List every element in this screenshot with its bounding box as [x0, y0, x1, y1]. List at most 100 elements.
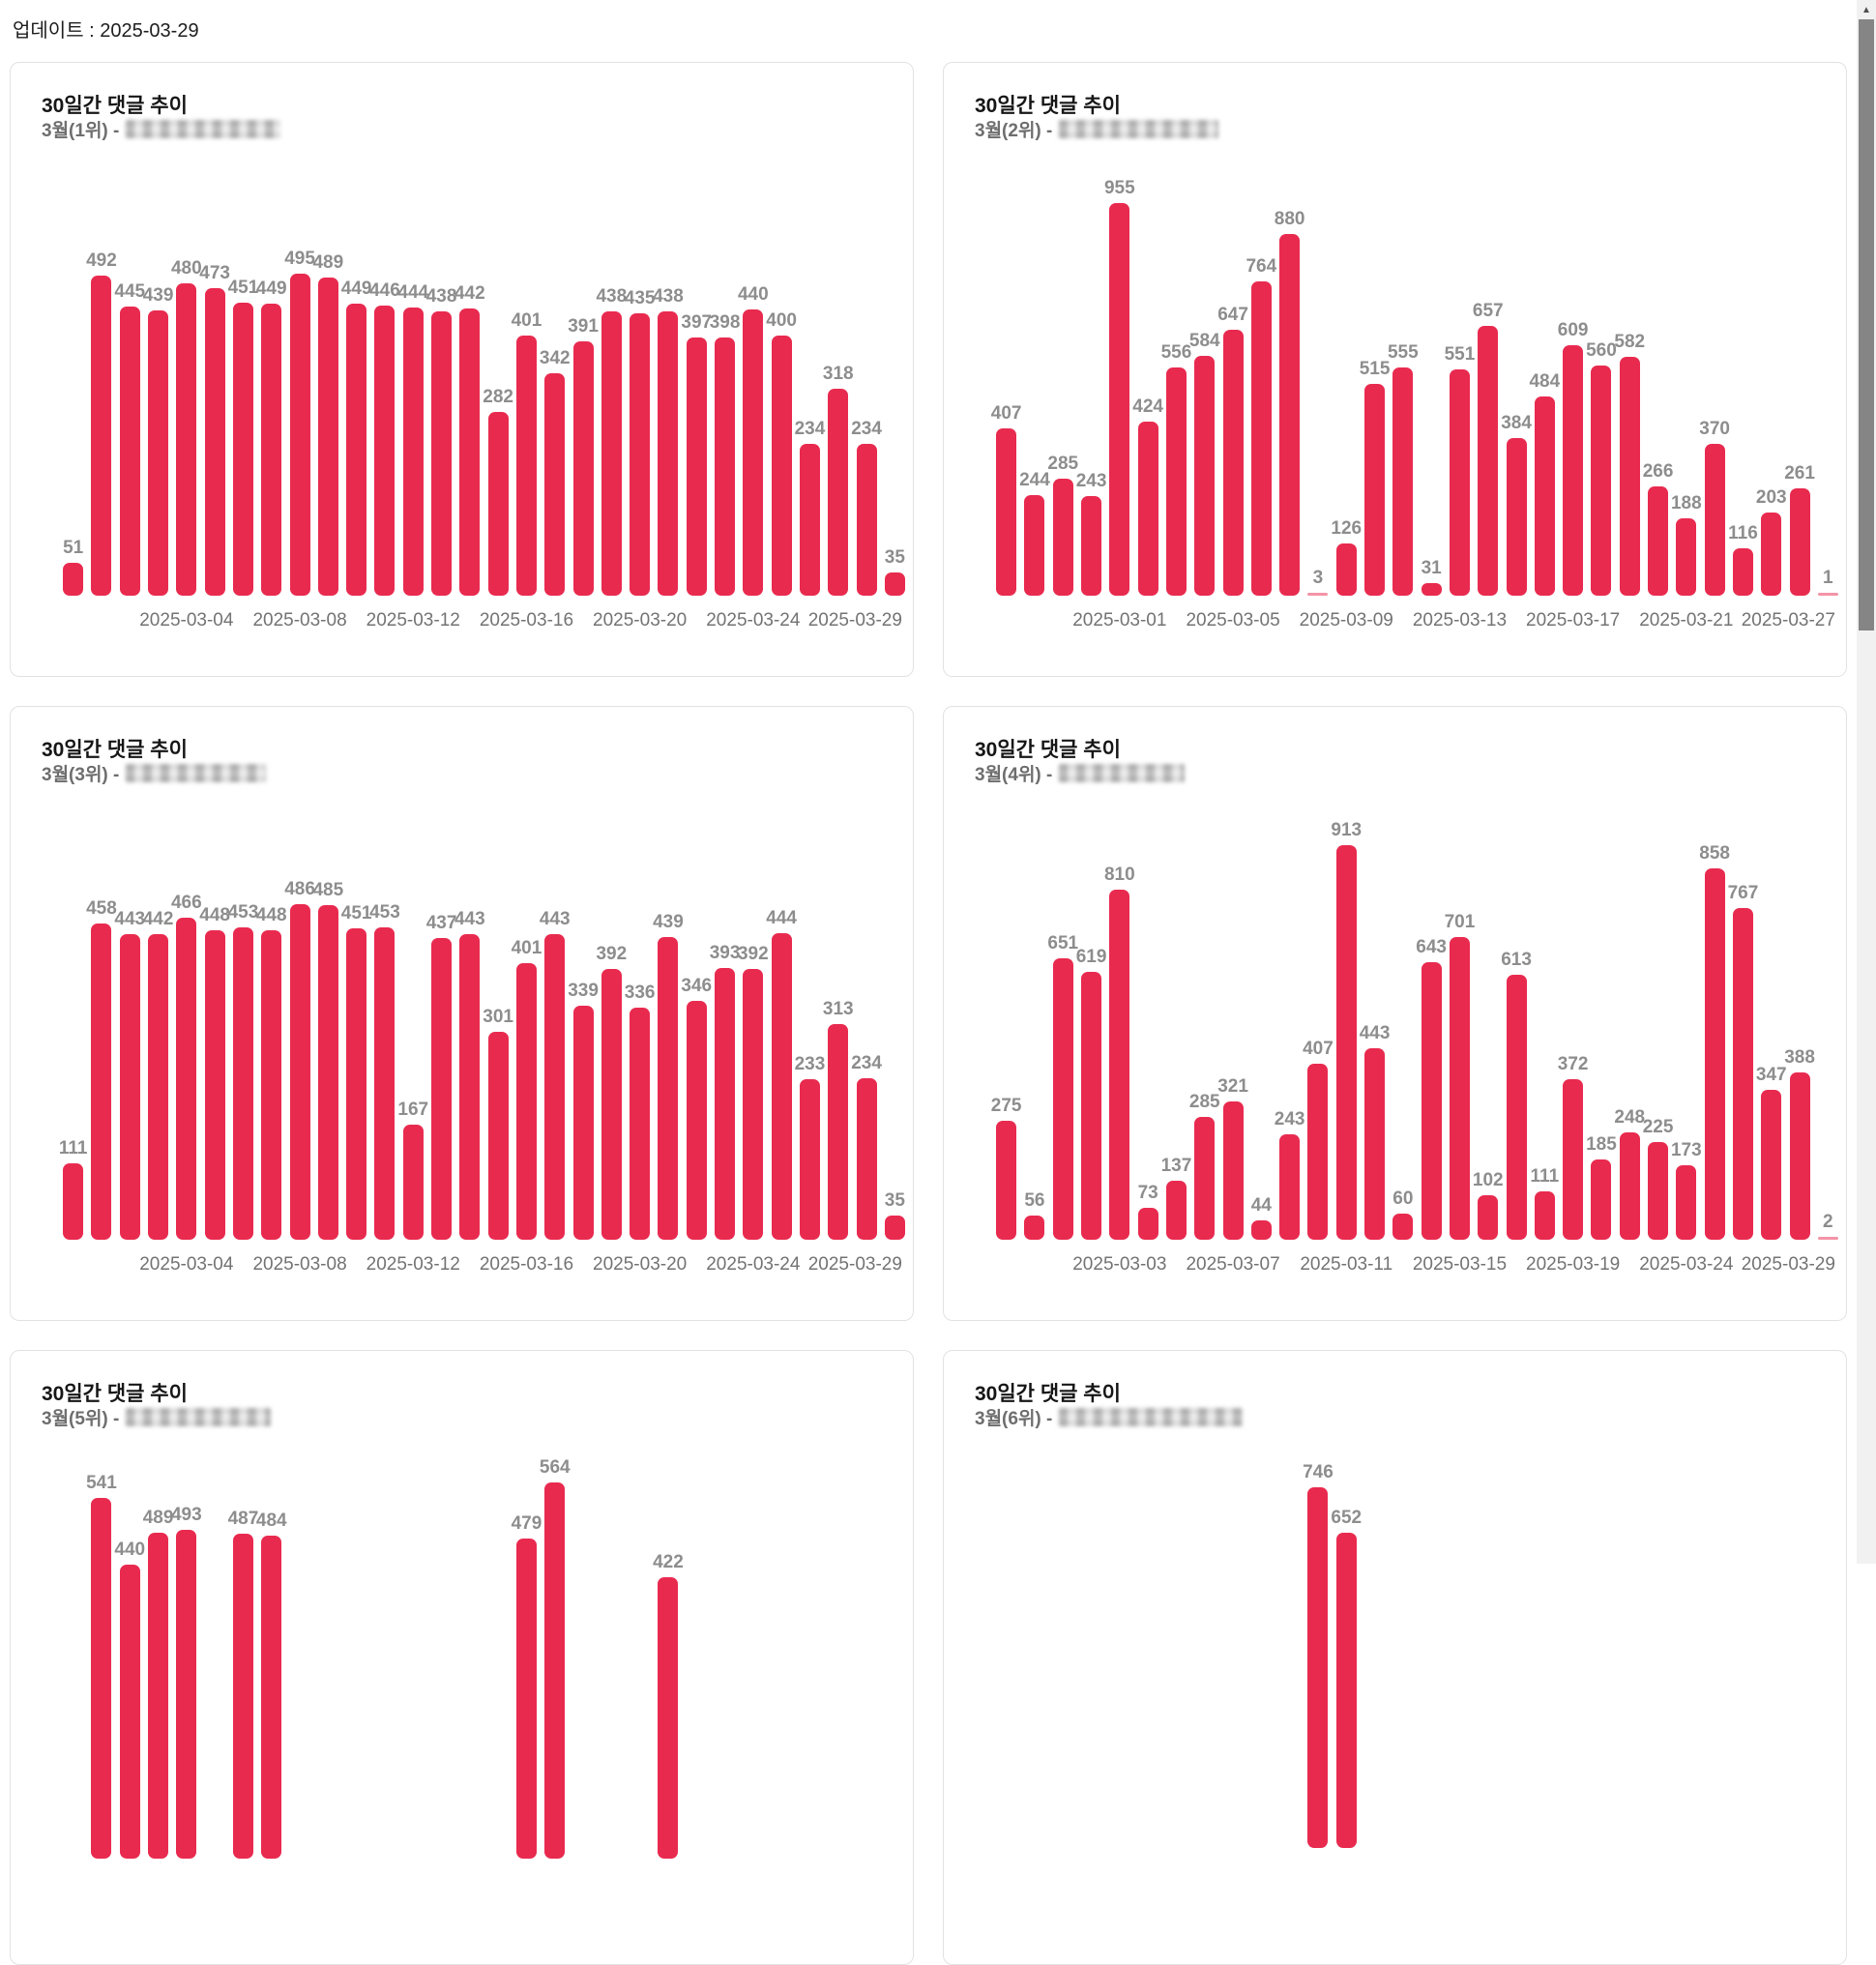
bar-value-label: 391 — [568, 316, 599, 337]
bar-value-label: 400 — [766, 310, 797, 331]
bar-value-label: 701 — [1444, 912, 1476, 932]
bar — [487, 412, 509, 596]
bar — [715, 337, 736, 596]
bar — [402, 308, 424, 596]
bar — [1194, 1117, 1216, 1240]
bar — [1534, 396, 1555, 596]
bar — [176, 918, 197, 1240]
bar-value-label: 955 — [1103, 178, 1135, 198]
bar-value-label: 555 — [1387, 342, 1419, 363]
bar-value-label: 487 — [227, 1509, 259, 1529]
bar-value-label: 313 — [822, 999, 854, 1019]
bar-value-label: 398 — [709, 312, 741, 333]
x-axis-tick-label: 2025-03-19 — [1526, 1254, 1621, 1275]
bar — [1307, 1487, 1329, 1848]
bar — [799, 444, 820, 596]
bar-value-label: 370 — [1699, 419, 1730, 439]
bar-value-label: 266 — [1642, 461, 1674, 482]
bar — [317, 905, 338, 1240]
bar-value-label: 407 — [1303, 1039, 1334, 1059]
bar — [459, 308, 481, 596]
scroll-up-button[interactable]: ▲ — [1857, 0, 1876, 19]
x-axis-tick-label: 2025-03-12 — [366, 610, 460, 631]
bar-value-label: 913 — [1331, 820, 1363, 840]
bar-value-label: 484 — [1529, 371, 1561, 392]
bar — [374, 927, 396, 1240]
bar-value-label: 372 — [1557, 1054, 1589, 1074]
bar — [119, 934, 140, 1240]
bar — [601, 311, 622, 596]
bar — [1732, 548, 1753, 596]
bar — [1279, 234, 1301, 596]
bar-value-label: 243 — [1274, 1109, 1305, 1129]
bar-value-label: 35 — [884, 1190, 905, 1211]
scrollbar[interactable]: ▲ — [1857, 0, 1876, 1564]
bar — [743, 309, 764, 596]
bar — [1817, 593, 1838, 596]
bar — [487, 1032, 509, 1240]
bar — [1676, 1165, 1697, 1240]
bar — [261, 930, 282, 1240]
bar-value-label: 647 — [1217, 305, 1248, 325]
bar-value-label: 234 — [851, 419, 882, 439]
bar-value-label: 234 — [851, 1053, 882, 1073]
bar — [771, 336, 792, 596]
chart-subtitle-rank: 3월(1위) - — [42, 120, 120, 141]
bar — [1137, 422, 1158, 596]
bar — [1081, 496, 1102, 596]
bar-value-label: 233 — [794, 1054, 826, 1074]
redacted-name-blur — [126, 119, 281, 138]
bar-value-label: 56 — [1024, 1190, 1045, 1211]
chart-card-4: 30일간 댓글 추이 3월(4위) - 275 56 651 619 810 73 137 28… — [943, 706, 1847, 1321]
bar — [1789, 488, 1810, 596]
bar — [1534, 1191, 1555, 1240]
bar — [1364, 384, 1386, 596]
scrollbar-thumb[interactable] — [1859, 19, 1874, 631]
bar-value-label: 438 — [653, 286, 684, 307]
bar-value-label: 35 — [884, 547, 905, 568]
bar — [1307, 1064, 1329, 1240]
bar-value-label: 485 — [312, 880, 344, 900]
bar-value-label: 473 — [199, 263, 230, 283]
bar-value-label: 401 — [511, 938, 542, 958]
x-axis-tick-label: 2025-03-05 — [1186, 610, 1280, 631]
bar-value-label: 560 — [1586, 340, 1617, 361]
x-axis-tick-label: 2025-03-03 — [1072, 1254, 1167, 1275]
bar — [431, 311, 453, 596]
bar — [1704, 444, 1725, 596]
bar — [1506, 975, 1527, 1240]
bar — [1563, 1079, 1584, 1240]
bar-value-label: 439 — [142, 285, 174, 306]
bar-value-label: 282 — [483, 387, 513, 407]
bar-value-label: 173 — [1670, 1140, 1702, 1160]
chart-subtitle: 3월(4위) - — [975, 762, 1186, 785]
bar-value-label: 442 — [142, 909, 174, 929]
bar-value-label: 388 — [1784, 1047, 1815, 1068]
bar-value-label: 495 — [284, 249, 315, 269]
bar-value-label: 111 — [1530, 1166, 1560, 1187]
bar-value-label: 493 — [170, 1505, 202, 1525]
chart-subtitle-rank: 3월(4위) - — [975, 764, 1053, 785]
bar-value-label: 444 — [766, 908, 797, 928]
bar — [1648, 486, 1669, 596]
bar — [63, 563, 84, 596]
bar-value-label: 443 — [114, 909, 146, 929]
x-axis-tick-label: 2025-03-08 — [252, 1254, 347, 1275]
bar — [1421, 583, 1442, 596]
bar — [1789, 1072, 1810, 1240]
bar-value-label: 448 — [199, 905, 230, 925]
x-axis-tick-label: 2025-03-01 — [1072, 610, 1167, 631]
bar — [996, 1121, 1017, 1240]
chart-subtitle-rank: 3월(2위) - — [975, 120, 1053, 141]
bar-value-label: 442 — [454, 283, 485, 304]
bar-value-label: 188 — [1670, 493, 1702, 513]
bar — [572, 341, 594, 596]
bar — [1761, 513, 1782, 596]
bar-value-label: 458 — [86, 898, 117, 919]
bar-value-label: 336 — [624, 982, 656, 1003]
bar-value-label: 858 — [1699, 843, 1730, 864]
bar — [658, 311, 679, 596]
bar — [119, 1565, 140, 1859]
chart-card-3: 30일간 댓글 추이 3월(3위) - 111 458 443 442 466 448 453… — [10, 706, 914, 1321]
bar — [1563, 345, 1584, 596]
